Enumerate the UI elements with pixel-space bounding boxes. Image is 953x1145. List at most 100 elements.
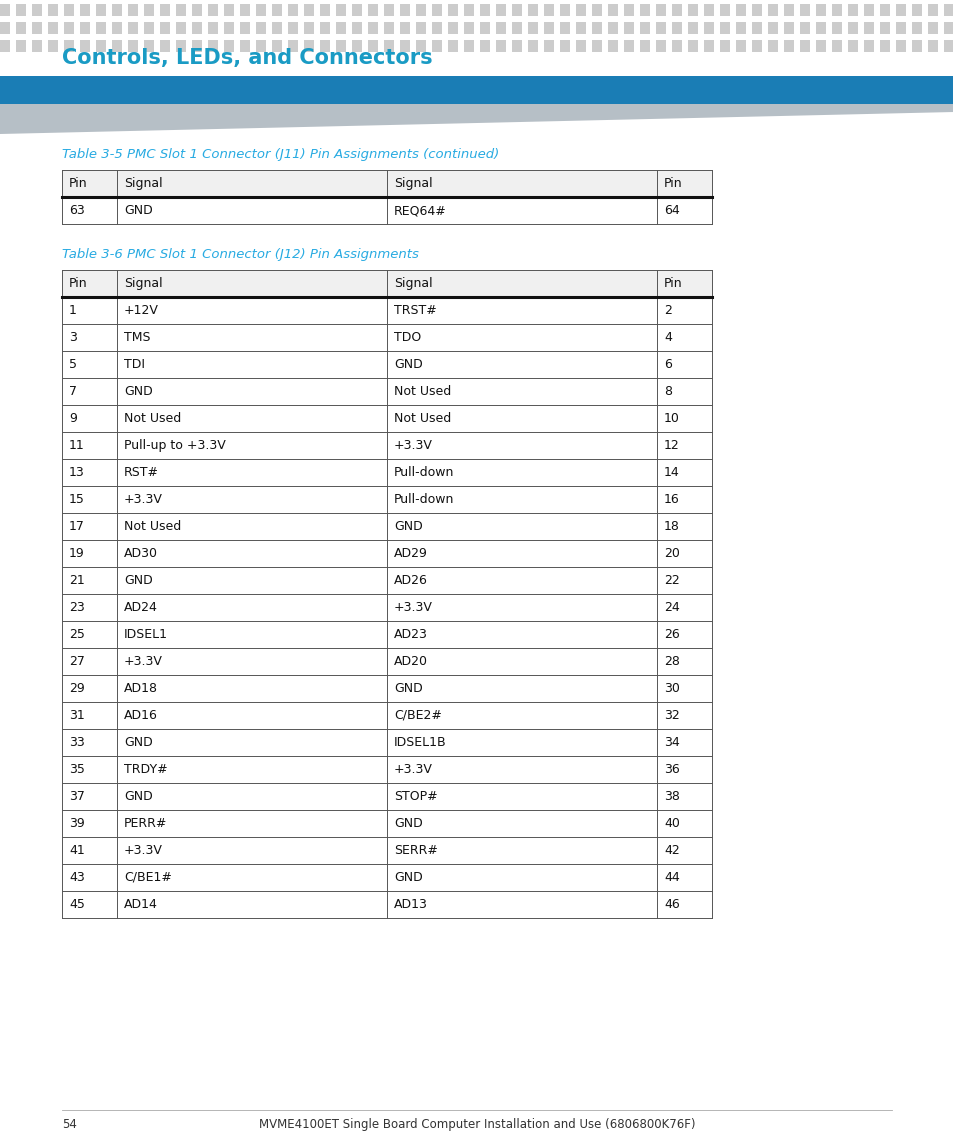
Bar <box>62 197 711 224</box>
Text: 36: 36 <box>663 763 679 776</box>
Bar <box>399 40 410 52</box>
Text: 45: 45 <box>69 898 85 911</box>
Text: GND: GND <box>124 204 152 218</box>
Bar <box>607 22 618 34</box>
Bar <box>703 3 713 16</box>
Bar <box>240 22 250 34</box>
Text: Signal: Signal <box>124 277 162 290</box>
Bar <box>735 40 745 52</box>
Bar <box>319 22 330 34</box>
Bar <box>656 3 665 16</box>
Bar <box>527 3 537 16</box>
Bar <box>128 22 138 34</box>
Bar <box>687 40 698 52</box>
Bar <box>527 40 537 52</box>
Text: Table 3-6 PMC Slot 1 Connector (J12) Pin Assignments: Table 3-6 PMC Slot 1 Connector (J12) Pin… <box>62 248 418 261</box>
Bar <box>943 22 953 34</box>
Text: GND: GND <box>394 818 422 830</box>
Text: +3.3V: +3.3V <box>394 439 433 452</box>
Bar <box>288 22 297 34</box>
Text: GND: GND <box>394 871 422 884</box>
Bar <box>895 40 905 52</box>
Bar <box>576 40 585 52</box>
Bar <box>352 22 361 34</box>
Bar <box>112 3 122 16</box>
Text: STOP#: STOP# <box>394 790 437 803</box>
Bar <box>62 891 711 918</box>
Bar <box>62 810 711 837</box>
Text: IDSEL1B: IDSEL1B <box>394 736 446 749</box>
Text: 26: 26 <box>663 627 679 641</box>
Text: 38: 38 <box>663 790 679 803</box>
Bar <box>703 40 713 52</box>
Text: 41: 41 <box>69 844 85 856</box>
Text: 11: 11 <box>69 439 85 452</box>
Bar <box>639 40 649 52</box>
Bar <box>831 40 841 52</box>
Text: 37: 37 <box>69 790 85 803</box>
Bar <box>927 22 937 34</box>
Text: GND: GND <box>124 574 152 587</box>
Bar <box>800 3 809 16</box>
Bar <box>80 3 90 16</box>
Bar <box>352 3 361 16</box>
Bar <box>815 3 825 16</box>
Bar <box>543 3 554 16</box>
Bar <box>128 40 138 52</box>
Bar <box>384 40 394 52</box>
Bar <box>783 22 793 34</box>
Bar <box>432 40 441 52</box>
Bar <box>879 22 889 34</box>
Bar <box>879 3 889 16</box>
Text: 4: 4 <box>663 331 671 344</box>
Bar <box>335 3 346 16</box>
Bar <box>62 513 711 540</box>
Bar <box>192 22 202 34</box>
Text: AD14: AD14 <box>124 898 157 911</box>
Bar <box>911 40 921 52</box>
Text: Pin: Pin <box>69 277 88 290</box>
Bar <box>62 567 711 594</box>
Text: 24: 24 <box>663 601 679 614</box>
Text: 9: 9 <box>69 412 77 425</box>
Bar <box>319 3 330 16</box>
Bar <box>62 432 711 459</box>
Text: +3.3V: +3.3V <box>124 844 163 856</box>
Bar <box>48 3 58 16</box>
Bar <box>335 22 346 34</box>
Bar <box>175 3 186 16</box>
Bar <box>304 22 314 34</box>
Bar <box>62 676 711 702</box>
Bar <box>62 459 711 485</box>
Text: AD29: AD29 <box>394 547 428 560</box>
Bar <box>735 3 745 16</box>
Bar <box>687 3 698 16</box>
Text: 23: 23 <box>69 601 85 614</box>
Bar <box>943 3 953 16</box>
Bar <box>496 40 505 52</box>
Bar <box>512 22 521 34</box>
Bar <box>384 3 394 16</box>
Text: 22: 22 <box>663 574 679 587</box>
Text: +3.3V: +3.3V <box>394 601 433 614</box>
Text: 42: 42 <box>663 844 679 856</box>
Bar <box>448 22 457 34</box>
Text: 30: 30 <box>663 682 679 695</box>
Text: 35: 35 <box>69 763 85 776</box>
Text: PERR#: PERR# <box>124 818 167 830</box>
Bar <box>416 40 426 52</box>
Bar <box>416 22 426 34</box>
Text: 20: 20 <box>663 547 679 560</box>
Text: SERR#: SERR# <box>394 844 437 856</box>
Text: Pin: Pin <box>663 277 682 290</box>
Bar <box>847 22 857 34</box>
Text: AD18: AD18 <box>124 682 158 695</box>
Bar <box>335 40 346 52</box>
Bar <box>62 783 711 810</box>
Bar <box>48 22 58 34</box>
Bar <box>592 22 601 34</box>
Bar <box>240 40 250 52</box>
Text: GND: GND <box>124 385 152 398</box>
Bar <box>863 40 873 52</box>
Polygon shape <box>0 104 953 134</box>
